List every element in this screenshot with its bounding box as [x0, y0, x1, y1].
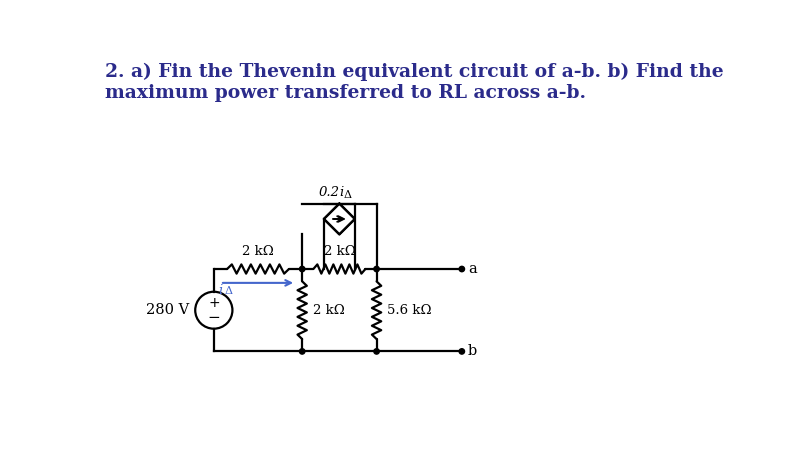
Text: 5.6 kΩ: 5.6 kΩ — [388, 304, 432, 317]
Circle shape — [374, 266, 379, 272]
Text: 2. a) Fin the Thevenin equivalent circuit of a-b. b) Find the: 2. a) Fin the Thevenin equivalent circui… — [105, 63, 723, 81]
Circle shape — [374, 349, 379, 354]
Text: 2 kΩ: 2 kΩ — [242, 245, 274, 258]
Text: −: − — [208, 311, 220, 326]
Text: 280 V: 280 V — [146, 303, 189, 317]
Text: maximum power transferred to RL across a-b.: maximum power transferred to RL across a… — [105, 84, 585, 102]
Text: b: b — [468, 344, 477, 359]
Text: i: i — [339, 186, 343, 199]
Circle shape — [300, 349, 305, 354]
Text: Δ: Δ — [343, 191, 351, 201]
Text: 0.2: 0.2 — [318, 186, 339, 199]
Text: Δ: Δ — [224, 286, 232, 296]
Text: i: i — [219, 284, 223, 297]
Circle shape — [300, 266, 305, 272]
Text: +: + — [208, 296, 220, 310]
Circle shape — [459, 266, 465, 272]
Text: 2 kΩ: 2 kΩ — [313, 304, 345, 317]
Text: a: a — [468, 262, 477, 276]
Circle shape — [459, 349, 465, 354]
Text: 2 kΩ: 2 kΩ — [324, 245, 355, 258]
